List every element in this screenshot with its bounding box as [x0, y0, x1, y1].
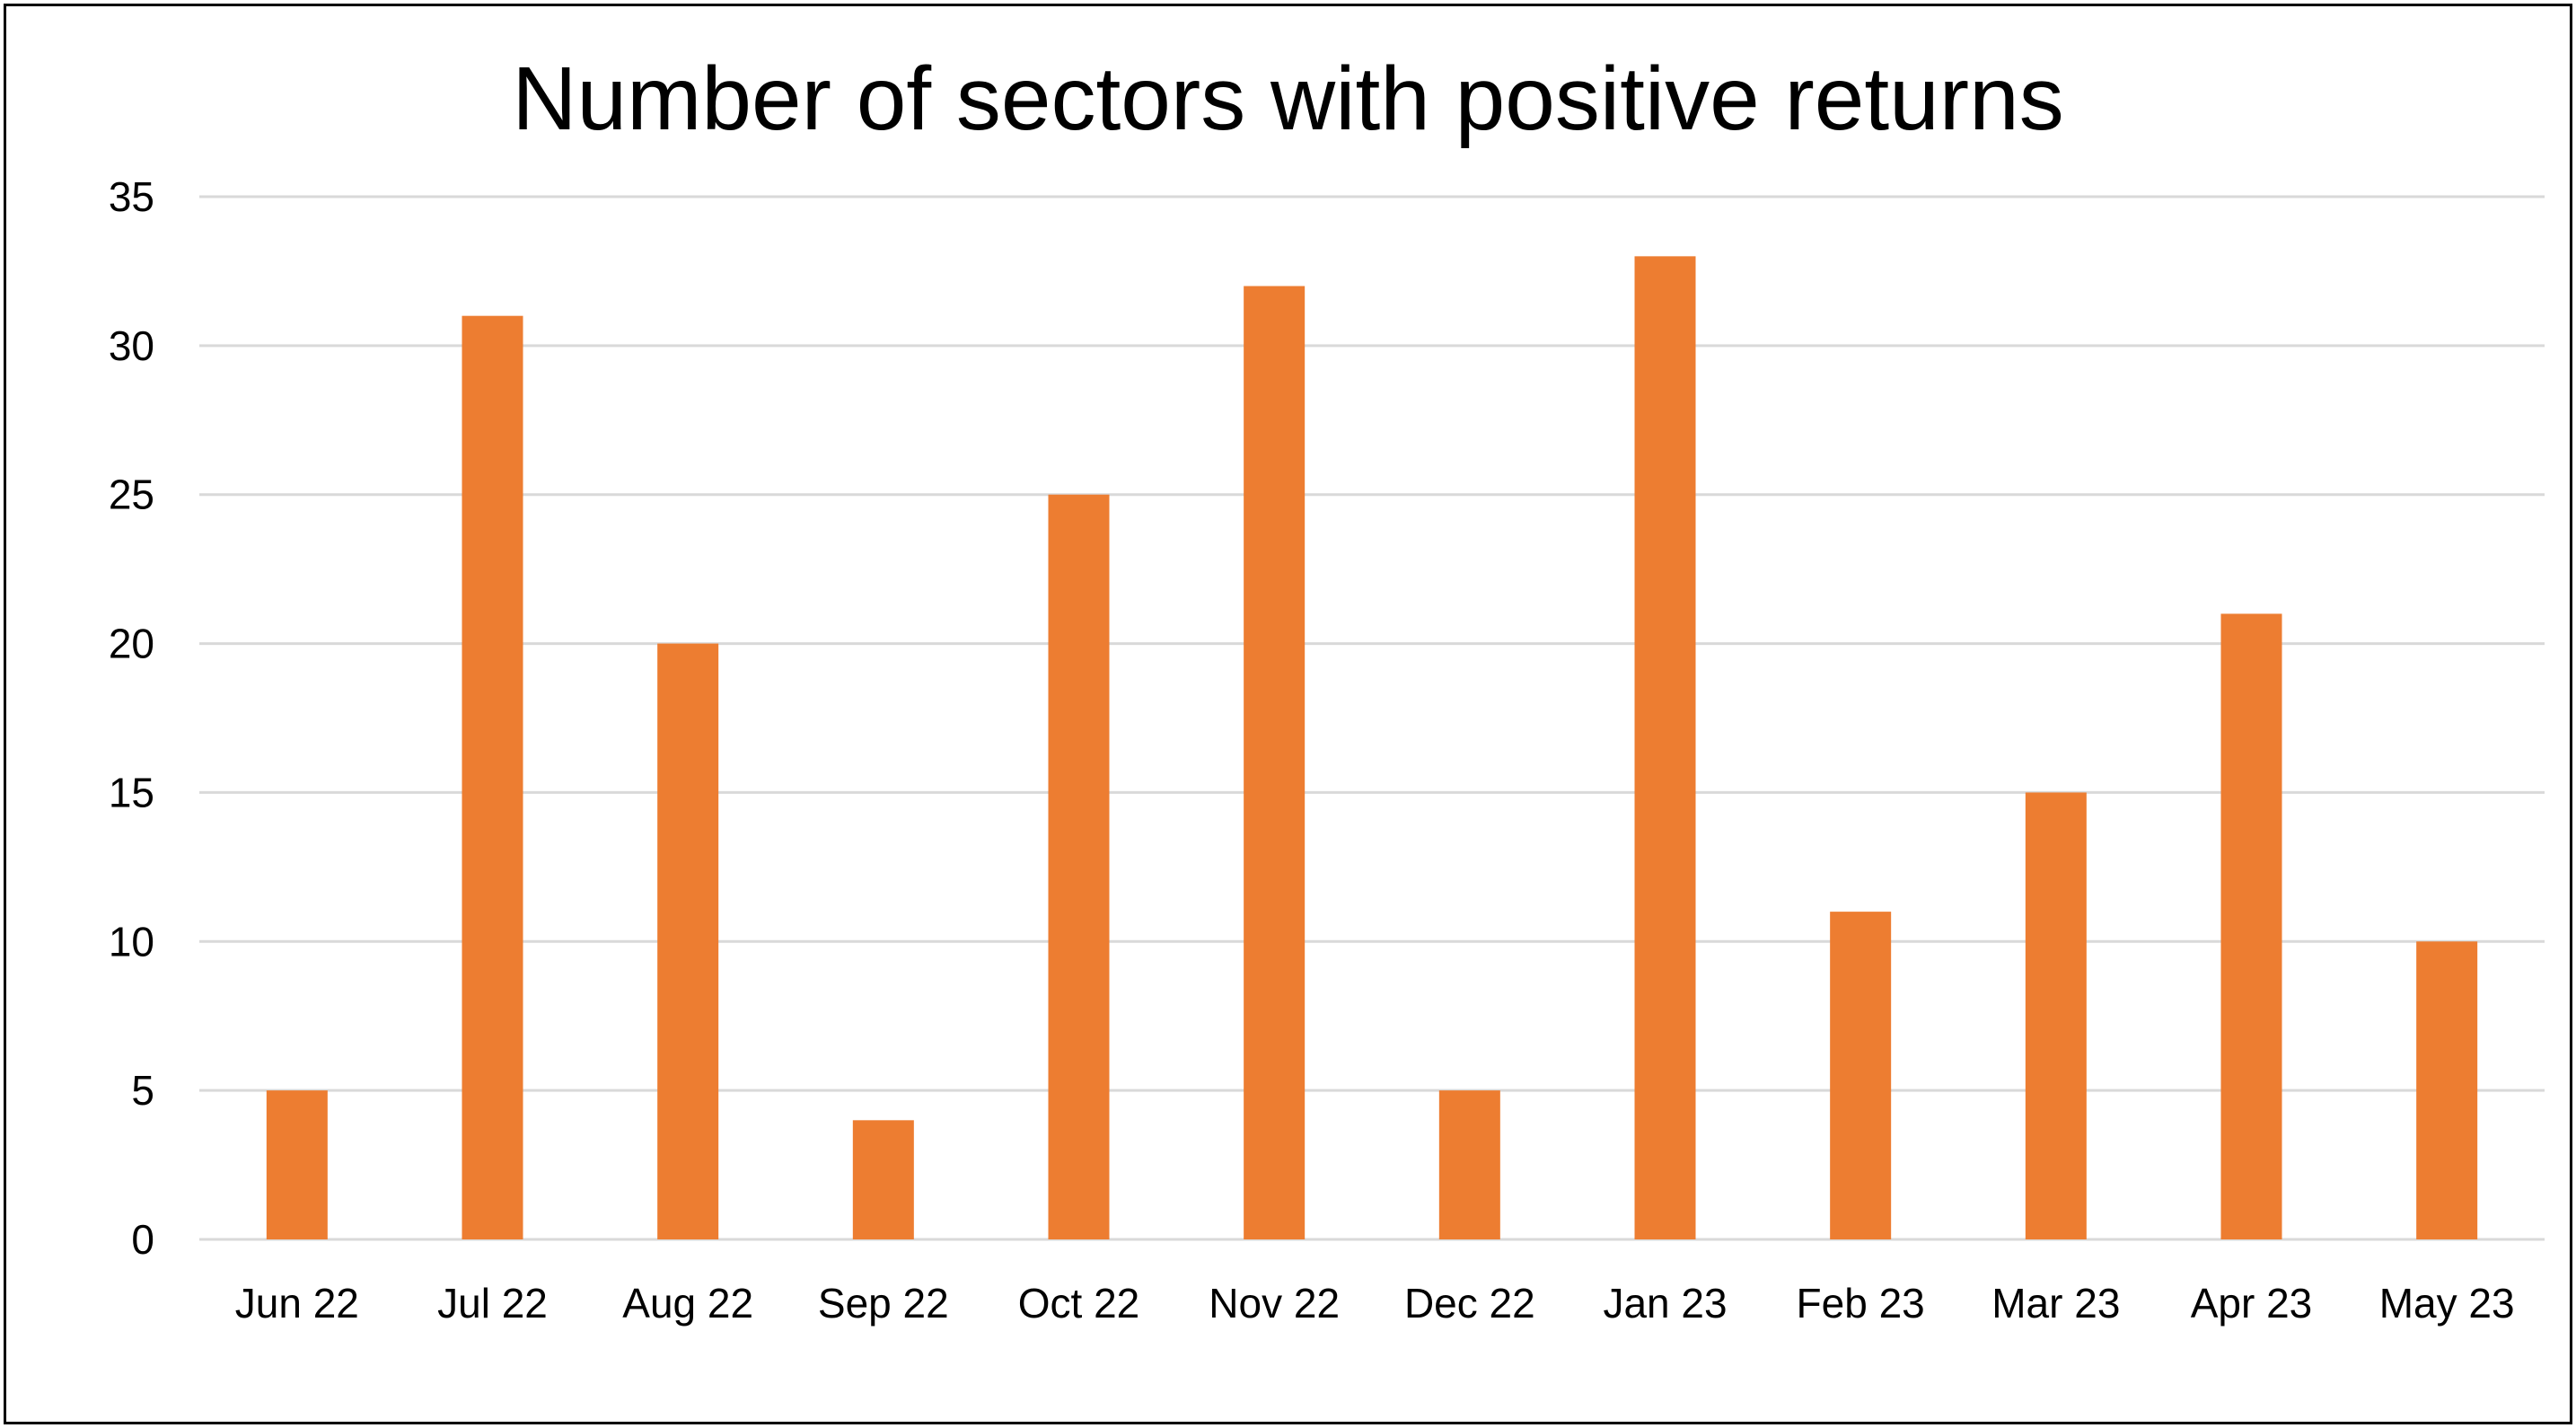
bar	[1438, 1090, 1500, 1239]
x-tick-label: Feb 23	[1797, 1280, 1925, 1327]
bar	[2025, 792, 2087, 1239]
bar	[1048, 494, 1110, 1239]
bar	[266, 1090, 328, 1239]
bar	[657, 643, 719, 1239]
y-tick-label: 30	[109, 322, 154, 369]
x-tick-label: Jun 22	[235, 1280, 359, 1327]
x-tick-label: Jul 22	[437, 1280, 548, 1327]
y-axis-tick-labels: 0 5 10 15 20 25 30 35	[109, 173, 154, 1263]
x-tick-label: Jan 23	[1603, 1280, 1727, 1327]
gridlines	[199, 195, 2545, 1241]
y-tick-label: 25	[109, 472, 154, 518]
x-tick-label: Sep 22	[818, 1280, 949, 1327]
bar	[1244, 286, 1306, 1239]
x-tick-label: Apr 23	[2191, 1280, 2313, 1327]
y-tick-label: 35	[109, 173, 154, 220]
chart-title: Number of sectors with positive returns	[512, 48, 2064, 149]
x-tick-label: Mar 23	[1991, 1280, 2120, 1327]
bar	[1634, 256, 1696, 1239]
bar	[1830, 912, 1892, 1239]
x-tick-label: Dec 22	[1404, 1280, 1535, 1327]
bar	[462, 315, 523, 1240]
x-tick-label: Oct 22	[1018, 1280, 1140, 1327]
x-tick-label: May 23	[2379, 1280, 2515, 1327]
bars	[266, 256, 2478, 1240]
bar	[2220, 613, 2282, 1239]
y-tick-label: 20	[109, 621, 154, 667]
bar	[2416, 941, 2478, 1239]
y-tick-label: 0	[131, 1216, 154, 1263]
y-tick-label: 10	[109, 918, 154, 965]
x-axis-tick-labels: Jun 22 Jul 22 Aug 22 Sep 22 Oct 22 Nov 22 Dec …	[235, 1280, 2515, 1327]
x-tick-label: Aug 22	[622, 1280, 753, 1327]
bar	[852, 1120, 914, 1239]
x-tick-label: Nov 22	[1209, 1280, 1340, 1327]
y-tick-label: 15	[109, 769, 154, 815]
y-tick-label: 5	[131, 1067, 154, 1114]
